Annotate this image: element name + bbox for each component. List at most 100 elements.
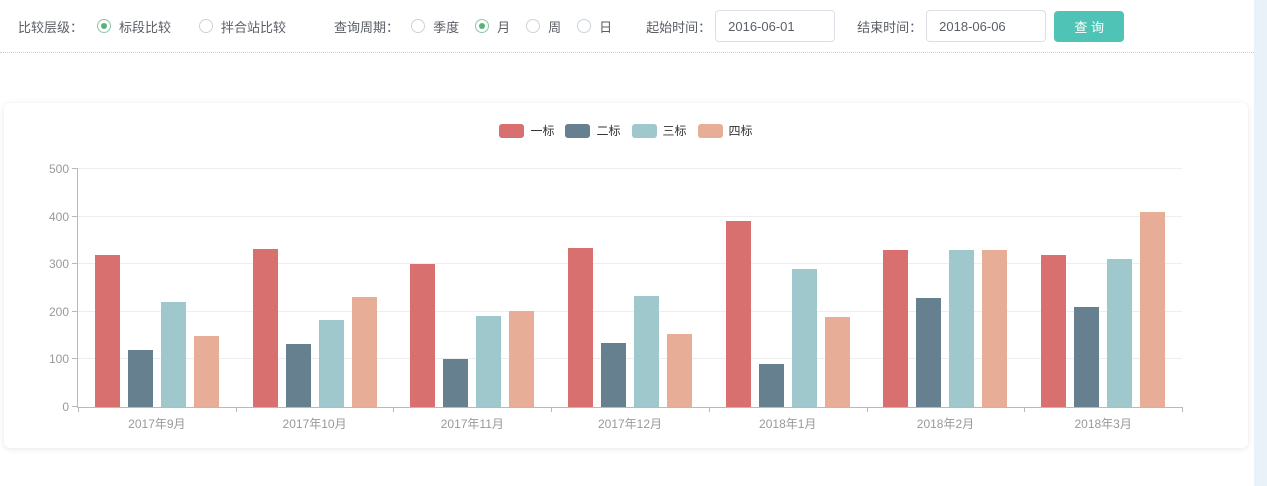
radio-circle-icon — [526, 19, 541, 33]
radio-mixing-station-compare[interactable]: 拌合站比较 — [199, 17, 286, 36]
x-axis-tick-mark — [393, 407, 395, 412]
bar-series1-cat6[interactable] — [883, 249, 909, 407]
radio-circle-icon — [475, 19, 490, 33]
bar-series3-cat3[interactable] — [476, 315, 502, 407]
bar-series4-cat5[interactable] — [824, 316, 850, 407]
bar-series3-cat6[interactable] — [949, 249, 975, 407]
legend-item-4[interactable]: 四标 — [697, 122, 753, 139]
radio-label: 标段比较 — [119, 19, 172, 35]
bar-series2-cat5[interactable] — [758, 364, 784, 407]
legend-swatch-icon — [631, 123, 657, 138]
radio-label: 拌合站比较 — [221, 19, 287, 35]
bar-series1-cat7[interactable] — [1041, 254, 1067, 407]
bar-series4-cat1[interactable] — [193, 335, 219, 407]
bar-series1-cat5[interactable] — [725, 221, 751, 407]
bar-group-cat5 — [709, 169, 867, 407]
gridline — [78, 215, 1182, 217]
bar-series2-cat2[interactable] — [285, 344, 311, 407]
radio-day[interactable]: 日 — [577, 17, 612, 36]
x-axis-tick-mark — [708, 407, 710, 412]
gridline — [78, 263, 1182, 265]
bar-series4-cat2[interactable] — [351, 296, 377, 407]
search-button[interactable]: 查 询 — [1054, 10, 1125, 42]
bar-series3-cat7[interactable] — [1107, 259, 1133, 407]
chart-legend: 一标 二标 三标 四标 — [4, 122, 1248, 139]
y-axis-tick-mark — [72, 358, 78, 360]
x-axis-tick-mark — [1182, 407, 1183, 412]
y-axis-tick-mark — [72, 215, 78, 217]
bar-series2-cat1[interactable] — [127, 349, 153, 407]
gridline — [78, 310, 1182, 312]
bar-group-cat1 — [78, 169, 236, 407]
bar-series2-cat7[interactable] — [1074, 307, 1100, 407]
y-axis-tick-label: 500 — [48, 162, 69, 176]
radio-circle-icon — [577, 19, 592, 33]
x-axis-tick-mark — [551, 407, 553, 412]
x-axis-tick-mark — [235, 407, 237, 412]
end-time-label: 结束时间： — [857, 19, 923, 35]
radio-quarter[interactable]: 季度 — [411, 17, 459, 36]
x-axis-label: 2018年3月 — [1074, 417, 1132, 431]
x-axis-label: 2017年12月 — [597, 417, 663, 431]
radio-circle-icon — [411, 19, 426, 33]
x-axis-tick-mark — [1024, 407, 1026, 412]
x-axis-labels: 2017年9月 2017年10月 2017年11月 2017年12月 2018年1月 20… — [78, 415, 1182, 432]
bar-group-cat4 — [551, 169, 709, 407]
bar-groups — [78, 169, 1182, 407]
legend-label: 一标 — [530, 124, 555, 138]
y-axis-tick-mark — [72, 263, 78, 265]
bar-series4-cat6[interactable] — [982, 249, 1008, 407]
legend-swatch-icon — [499, 123, 525, 138]
x-axis-label: 2017年10月 — [282, 417, 347, 431]
radio-section-compare[interactable]: 标段比较 — [97, 17, 171, 36]
x-axis-label: 2017年11月 — [440, 417, 504, 431]
bar-series3-cat1[interactable] — [160, 302, 186, 407]
y-axis-tick-mark — [72, 168, 78, 169]
y-axis-tick-label: 300 — [48, 257, 69, 272]
bar-group-cat3 — [393, 169, 551, 407]
legend-item-2[interactable]: 二标 — [565, 122, 621, 139]
x-axis-label: 2018年1月 — [759, 417, 817, 431]
y-axis-tick-label: 0 — [62, 400, 69, 414]
gridline — [78, 168, 1182, 169]
right-scroll-strip[interactable] — [1254, 0, 1267, 486]
radio-week[interactable]: 周 — [526, 17, 561, 36]
y-axis-tick-mark — [72, 310, 78, 312]
bar-series1-cat1[interactable] — [94, 254, 120, 407]
bar-series2-cat6[interactable] — [916, 297, 942, 407]
bar-series2-cat4[interactable] — [601, 343, 627, 407]
x-axis-tick-mark — [78, 407, 79, 412]
legend-swatch-icon — [697, 123, 723, 138]
query-period-radio-group: 季度 月 周 日 — [399, 17, 612, 36]
bar-series3-cat5[interactable] — [791, 268, 817, 407]
radio-circle-icon — [97, 19, 112, 33]
radio-label: 季度 — [433, 19, 460, 35]
bar-group-cat7 — [1024, 169, 1182, 407]
y-axis-tick-label: 100 — [48, 352, 69, 367]
compare-level-label: 比较层级： — [18, 19, 84, 35]
bar-series1-cat3[interactable] — [410, 264, 436, 407]
bar-series3-cat4[interactable] — [634, 295, 660, 407]
start-time-input[interactable] — [715, 10, 836, 42]
compare-level-radio-group: 标段比较 拌合站比较 — [83, 17, 286, 36]
bar-series3-cat2[interactable] — [318, 320, 344, 407]
query-period-label: 查询周期： — [334, 19, 400, 35]
legend-item-3[interactable]: 三标 — [631, 122, 687, 139]
gridline — [78, 358, 1182, 360]
bar-series4-cat4[interactable] — [667, 333, 693, 407]
legend-swatch-icon — [565, 123, 591, 138]
bar-series2-cat3[interactable] — [443, 359, 469, 407]
bar-group-cat2 — [236, 169, 394, 407]
radio-month[interactable]: 月 — [475, 17, 510, 36]
bar-series4-cat7[interactable] — [1140, 211, 1166, 407]
legend-item-1[interactable]: 一标 — [499, 122, 554, 139]
bar-group-cat6 — [867, 169, 1025, 407]
bar-series4-cat3[interactable] — [509, 310, 535, 407]
bar-series1-cat4[interactable] — [568, 248, 594, 407]
bar-chart-plot: 0 100 200 300 400 500 2017年9月 2017年10月 2017年11月 2… — [49, 163, 1183, 431]
end-time-input[interactable] — [926, 10, 1047, 42]
legend-label: 三标 — [662, 124, 687, 138]
bar-series1-cat2[interactable] — [252, 248, 278, 407]
x-axis-label: 2017年9月 — [128, 417, 186, 431]
